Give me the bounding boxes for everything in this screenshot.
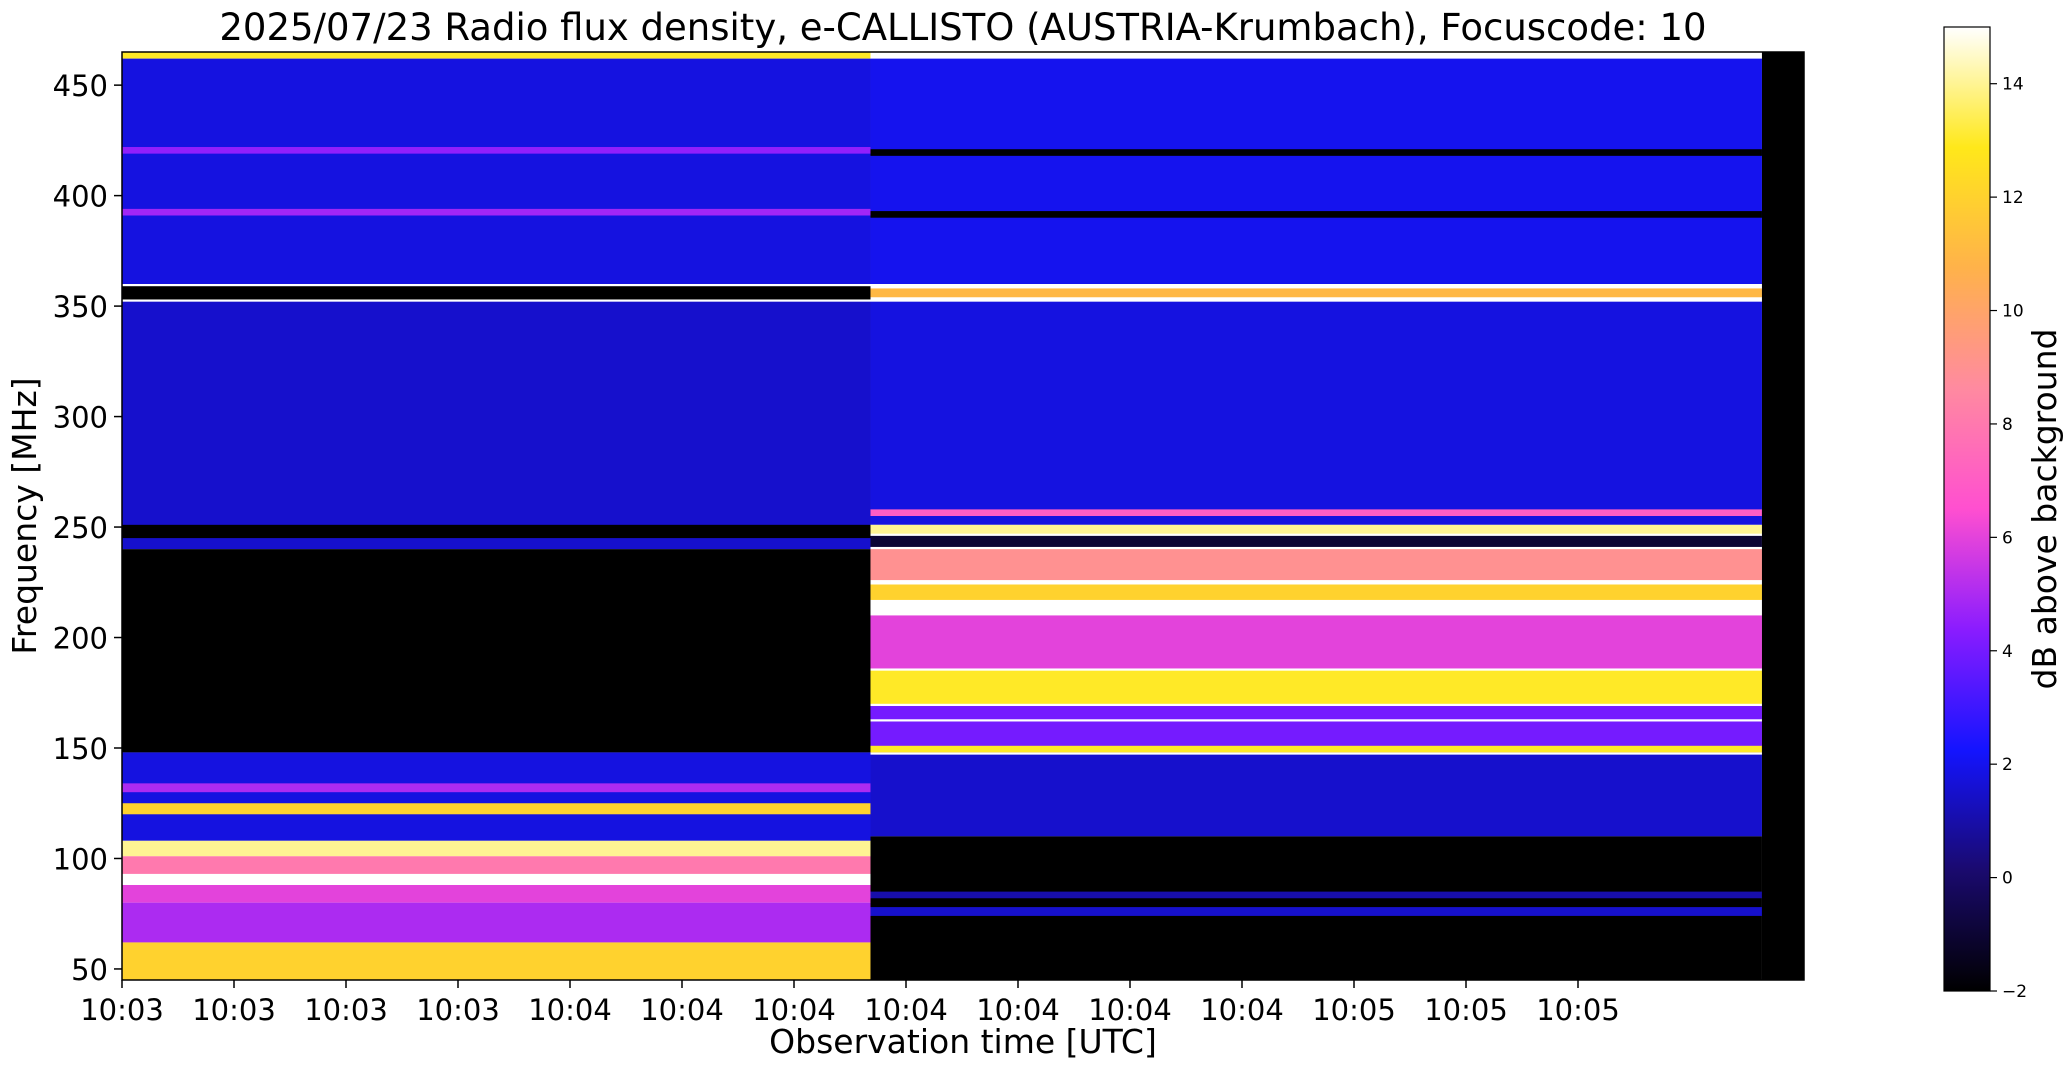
band-seg0-13 [122,873,871,885]
band-seg0-6 [122,524,871,539]
band-seg1-15 [870,745,1762,753]
x-axis-ticks: 10:03 10:03 10:03 10:03 10:04 10:04 10:04 10:04… [80,980,1620,1027]
band-seg1-3 [870,288,1762,298]
x-tick-label: 10:03 [416,993,500,1027]
y-tick-label: 250 [53,511,108,545]
band-seg0-2 [122,147,871,154]
band-seg1-2 [870,211,1762,218]
band-seg0-16 [122,942,871,980]
y-tick-label: 200 [53,622,108,656]
y-tick-label: 150 [53,732,108,766]
x-tick-label: 10:04 [1200,993,1284,1027]
y-tick-label: 100 [53,842,108,876]
y-tick-label: 450 [53,69,108,103]
x-tick-label: 10:04 [528,993,612,1027]
colorbar-tick-label: −2 [2002,982,2027,1002]
colorbar-tick-label: 8 [2002,415,2013,435]
x-tick-label: 10:05 [1536,993,1620,1027]
band-seg2-0 [1761,52,1804,980]
band-seg0-10 [122,803,871,815]
band-seg0-15 [122,902,871,943]
band-seg0-4 [122,286,871,300]
band-seg0-8 [122,752,871,841]
band-seg1-6 [870,524,1762,534]
band-seg1-0 [870,58,1762,284]
colorbar-tick-label: 0 [2002,869,2013,889]
band-seg1-8 [870,549,1762,581]
plot-frame [121,51,1805,981]
x-tick-label: 10:04 [1088,993,1172,1027]
x-axis-label: Observation time [UTC] [769,1022,1157,1061]
colorbar-tick-label: 6 [2002,528,2013,548]
band-seg1-9 [870,584,1762,600]
band-seg1-19 [870,907,1762,916]
band-seg0-1 [122,58,871,284]
colorbar-tick-label: 10 [2002,302,2024,322]
x-tick-label: 10:03 [192,993,276,1027]
y-tick-label: 350 [53,290,108,324]
band-seg1-4 [870,301,1762,525]
band-seg1-12 [870,670,1762,704]
band-seg0-14 [122,884,871,903]
x-tick-label: 10:03 [304,993,388,1027]
band-seg0-9 [122,783,871,793]
y-tick-label: 50 [71,953,108,987]
colorbar-tick-label: 12 [2002,188,2024,208]
colorbar-tick-label: 14 [2002,75,2024,95]
x-tick-label: 10:05 [1312,993,1396,1027]
x-tick-label: 10:04 [752,993,836,1027]
colorbar-ticks: −2 0 2 4 6 8 10 12 14 [1990,75,2027,1002]
band-seg1-5 [870,509,1762,516]
colorbar [1943,26,1991,992]
x-tick-label: 10:03 [80,993,164,1027]
band-seg0-11 [122,840,871,857]
band-seg0-0 [122,52,871,59]
x-tick-label: 10:04 [640,993,724,1027]
band-seg0-7 [122,549,871,753]
band-seg0-5 [122,301,871,550]
plot-area [122,52,1804,980]
colorbar-label: dB above background [2025,329,2064,690]
colorbar-tick-label: 2 [2002,755,2013,775]
band-seg1-1 [870,149,1762,156]
band-seg1-11 [870,615,1762,669]
y-tick-label: 300 [53,401,108,435]
x-tick-label: 10:05 [1424,993,1508,1027]
y-axis-ticks: 50 100 150 200 250 300 350 400 450 [53,69,122,987]
band-seg1-18 [870,891,1762,899]
band-seg1-10 [870,599,1762,612]
x-tick-label: 10:04 [976,993,1060,1027]
band-seg1-13 [870,706,1762,720]
band-seg0-3 [122,208,871,216]
y-tick-label: 400 [53,180,108,214]
x-tick-label: 10:04 [864,993,948,1027]
band-seg0-12 [122,856,871,874]
colorbar-tick-label: 4 [2002,642,2013,662]
band-seg1-7 [870,535,1762,547]
band-seg1-16 [870,754,1762,837]
y-axis-label: Frequency [MHz] [5,377,44,654]
chart-title: 2025/07/23 Radio flux density, e-CALLIST… [219,6,1706,49]
